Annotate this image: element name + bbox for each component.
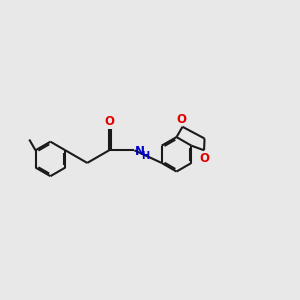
Text: O: O xyxy=(176,112,186,126)
Text: H: H xyxy=(141,151,149,160)
Text: O: O xyxy=(104,115,114,128)
Text: O: O xyxy=(200,152,210,165)
Text: N: N xyxy=(135,145,145,158)
